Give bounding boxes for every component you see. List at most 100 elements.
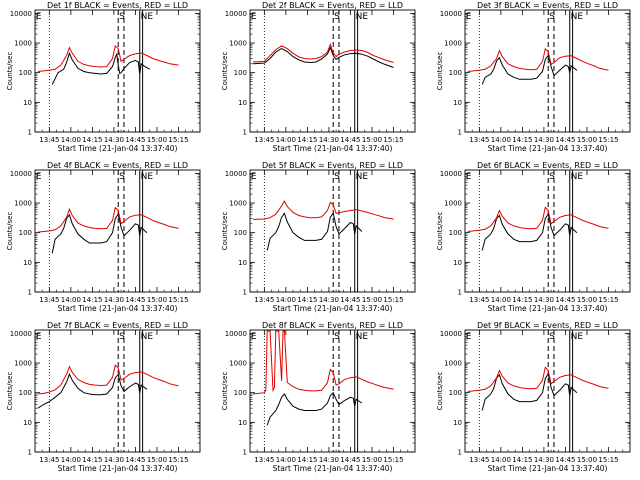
x-tick-label: 14:00: [61, 136, 81, 144]
marker-s: S: [334, 332, 340, 342]
x-tick-label: 15:00: [362, 296, 382, 304]
panel-title: Det 6f BLACK = Events, RED = LLD: [477, 161, 618, 170]
plot-frame: [34, 9, 201, 133]
y-tick-label: 10: [453, 99, 462, 107]
x-tick-label: 15:00: [577, 456, 597, 464]
marker-ne: NE: [141, 172, 154, 182]
marker-ne: NE: [571, 332, 584, 342]
y-tick-label: 10000: [225, 170, 247, 178]
plot-frame: [249, 169, 416, 293]
panel-title: Det 3f BLACK = Events, RED = LLD: [477, 1, 618, 10]
x-axis-label: Start Time (21-Jan-04 13:37:40): [58, 464, 178, 473]
y-tick-label: 1: [28, 289, 32, 297]
marker-e: E: [251, 172, 257, 182]
y-tick-label: 10000: [225, 10, 247, 18]
y-axis-label: Counts/sec: [6, 212, 14, 251]
panel-det-6: Det 6f BLACK = Events, RED = LLD 1 10 100 10…: [436, 161, 631, 313]
series-events: [266, 391, 363, 426]
x-tick-label: 14:30: [534, 456, 554, 464]
y-tick-label: 1: [243, 449, 247, 457]
x-tick-label: 14:15: [82, 296, 102, 304]
series-events: [481, 372, 578, 411]
y-tick-label: 1: [243, 129, 247, 137]
panel-det-5: Det 5f BLACK = Events, RED = LLD 1 10 100 10…: [221, 161, 416, 313]
x-tick-label: 14:30: [104, 296, 124, 304]
plot-frame: [34, 169, 201, 293]
x-tick-label: 15:15: [168, 296, 188, 304]
panel-det-4: Det 4f BLACK = Events, RED = LLD 1 10 100 10…: [6, 161, 201, 313]
marker-e: E: [36, 12, 42, 22]
x-tick-label: 13:45: [254, 296, 274, 304]
x-tick-label: 14:00: [61, 456, 81, 464]
x-tick-label: 13:45: [39, 296, 59, 304]
marker-s: S: [119, 332, 125, 342]
panel-title: Det 5f BLACK = Events, RED = LLD: [262, 161, 403, 170]
y-axis-label: Counts/sec: [221, 212, 229, 251]
y-tick-label: 10: [23, 259, 32, 267]
x-tick-label: 14:15: [512, 136, 532, 144]
y-tick-label: 10000: [440, 330, 462, 338]
y-tick-label: 1: [28, 449, 32, 457]
y-axis-label: Counts/sec: [6, 52, 14, 91]
marker-ne: NE: [141, 332, 154, 342]
x-axis-label: Start Time (21-Jan-04 13:37:40): [273, 304, 393, 313]
marker-ne: NE: [356, 172, 369, 182]
plot-frame: [34, 329, 201, 453]
y-tick-label: 10000: [225, 330, 247, 338]
x-tick-label: 14:45: [555, 456, 575, 464]
x-tick-label: 14:30: [534, 136, 554, 144]
marker-s: S: [549, 172, 555, 182]
x-tick-label: 15:15: [598, 136, 618, 144]
marker-e: E: [466, 12, 472, 22]
x-tick-label: 15:15: [598, 456, 618, 464]
x-tick-label: 15:00: [147, 136, 167, 144]
y-tick-label: 1000: [229, 360, 247, 368]
x-tick-label: 14:45: [555, 136, 575, 144]
marker-e: E: [36, 332, 42, 342]
marker-e: E: [251, 12, 257, 22]
series-events: [252, 46, 394, 68]
x-tick-label: 14:30: [104, 136, 124, 144]
x-tick-label: 13:45: [469, 456, 489, 464]
y-tick-label: 1000: [14, 200, 32, 208]
marker-s: S: [334, 12, 340, 22]
plot-frame: [464, 169, 631, 293]
y-axis-label: Counts/sec: [436, 212, 444, 251]
x-axis-label: Start Time (21-Jan-04 13:37:40): [488, 464, 608, 473]
plot-frame: [464, 329, 631, 453]
y-tick-label: 10000: [440, 170, 462, 178]
y-tick-label: 10000: [10, 10, 32, 18]
series-lld: [37, 206, 179, 233]
y-tick-label: 1000: [444, 40, 462, 48]
marker-ne: NE: [141, 12, 154, 22]
x-tick-label: 14:15: [297, 136, 317, 144]
series-lld: [252, 330, 394, 395]
x-axis-label: Start Time (21-Jan-04 13:37:40): [273, 144, 393, 153]
y-tick-label: 10: [23, 419, 32, 427]
y-tick-label: 10000: [10, 170, 32, 178]
x-tick-label: 14:15: [512, 456, 532, 464]
y-tick-label: 1: [458, 449, 462, 457]
y-tick-label: 10000: [440, 10, 462, 18]
y-tick-label: 1: [243, 289, 247, 297]
y-tick-label: 10: [238, 259, 247, 267]
panel-det-2: Det 2f BLACK = Events, RED = LLD 1 10 100 10…: [221, 1, 416, 153]
x-tick-label: 15:15: [598, 296, 618, 304]
y-tick-label: 100: [449, 69, 462, 77]
series-lld: [467, 366, 609, 392]
y-tick-label: 1: [28, 129, 32, 137]
y-tick-label: 100: [449, 229, 462, 237]
x-tick-label: 14:15: [297, 296, 317, 304]
marker-s: S: [119, 172, 125, 182]
panel-det-7: Det 7f BLACK = Events, RED = LLD 1 10 100 10…: [6, 321, 201, 473]
y-tick-label: 1000: [444, 200, 462, 208]
x-tick-label: 15:15: [383, 456, 403, 464]
y-tick-label: 100: [234, 389, 247, 397]
x-tick-label: 14:15: [82, 136, 102, 144]
y-tick-label: 1000: [229, 200, 247, 208]
marker-ne: NE: [571, 172, 584, 182]
panel-title: Det 7f BLACK = Events, RED = LLD: [47, 321, 188, 330]
series-events: [266, 211, 363, 251]
x-tick-label: 14:00: [491, 456, 511, 464]
